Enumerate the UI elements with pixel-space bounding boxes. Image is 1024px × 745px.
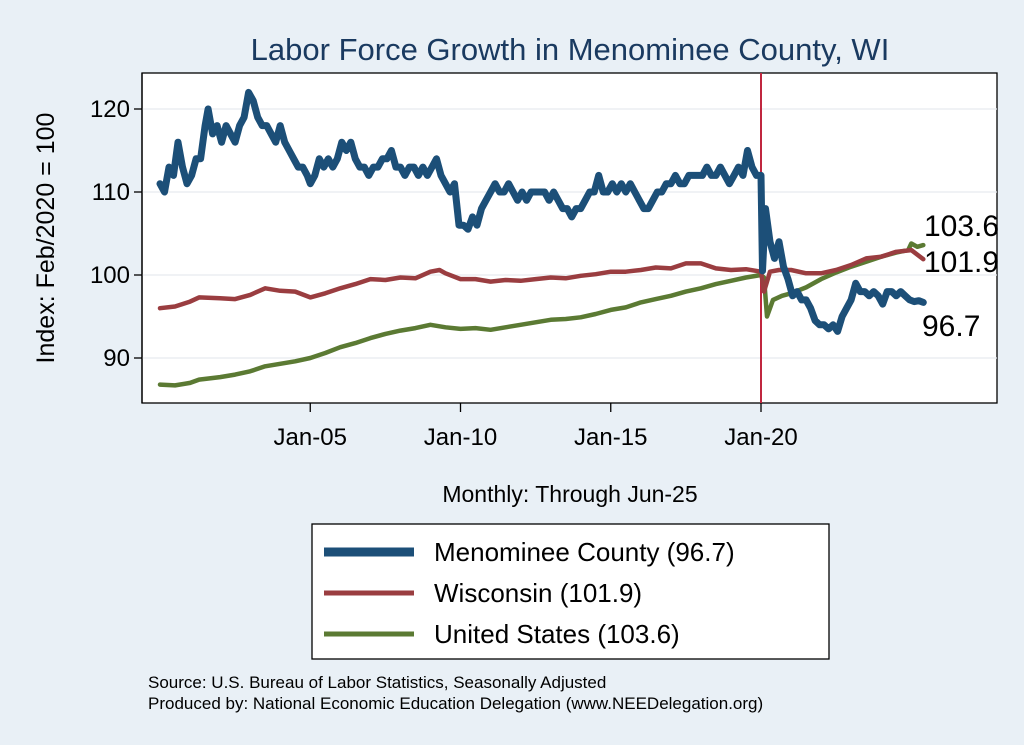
chart-title: Labor Force Growth in Menominee County, … (251, 32, 890, 67)
series-line-menominee-county (156, 88, 927, 335)
series-lines (156, 88, 927, 388)
end-label-menominee-county: 96.7 (922, 310, 980, 343)
y-tick-label-90: 90 (103, 345, 130, 372)
x-axis-label: Monthly: Through Jun-25 (442, 481, 697, 507)
legend: Menominee County (96.7) Wisconsin (101.9)… (311, 523, 830, 660)
y-axis-label: Index: Feb/2020 = 100 (32, 113, 60, 364)
legend-label-united-states: United States (103.6) (434, 619, 680, 649)
x-axis: Jan-05 Jan-10 Jan-15 Jan-20 (274, 403, 798, 451)
gridlines (142, 108, 997, 359)
x-tick-label-Jan-15: Jan-15 (574, 424, 647, 451)
legend-label-menominee-county: Menominee County (96.7) (434, 537, 735, 567)
x-tick-label-Jan-10: Jan-10 (424, 424, 497, 451)
end-label-wisconsin: 101.9 (924, 246, 999, 279)
y-tick-label-110: 110 (92, 179, 130, 206)
y-axis: 90 100 110 120 (90, 73, 143, 403)
y-tick-label-100: 100 (90, 262, 130, 289)
x-tick-label-Jan-20: Jan-20 (724, 424, 797, 451)
source-note: Source: U.S. Bureau of Labor Statistics,… (148, 673, 606, 692)
series-line-united-states (157, 241, 926, 388)
x-tick-label-Jan-05: Jan-05 (274, 424, 347, 451)
series-line-wisconsin (157, 247, 926, 311)
plot-area (141, 72, 998, 404)
legend-label-wisconsin: Wisconsin (101.9) (434, 578, 642, 608)
y-tick-label-120: 120 (90, 96, 130, 123)
end-label-united-states: 103.6 (924, 210, 999, 243)
produced-note: Produced by: National Economic Education… (148, 694, 763, 713)
